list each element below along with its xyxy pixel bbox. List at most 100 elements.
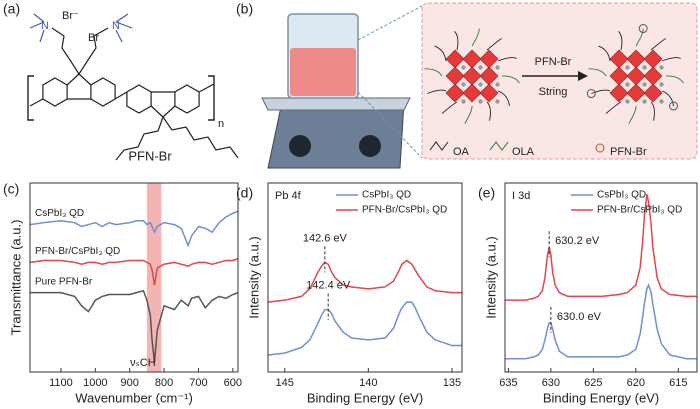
ligand [497, 57, 517, 62]
ring [126, 84, 152, 114]
bond [66, 73, 92, 100]
ligand [628, 105, 637, 124]
solution [290, 48, 356, 96]
knob [359, 135, 381, 157]
atom [495, 99, 500, 104]
atom [625, 99, 630, 104]
alkyl-chain [162, 116, 239, 159]
ligand [434, 45, 447, 62]
ring [42, 77, 68, 107]
atom [625, 82, 630, 87]
y-axis-label: Transmittance (a.u.) [8, 220, 23, 336]
bond [150, 91, 176, 118]
legend-text: CsPbI₃ QD [597, 190, 646, 201]
ligand-ring [586, 89, 596, 99]
legend-text: CsPbI₃ QD [362, 190, 411, 201]
ligand [427, 89, 447, 94]
ring [174, 84, 200, 114]
ligand-ring [638, 24, 648, 34]
x-tick-label: 620 [627, 377, 645, 389]
x-tick-label: 635 [499, 377, 517, 389]
molecule [27, 13, 239, 161]
x-tick-label: 630 [542, 377, 560, 389]
atom-label: Br [88, 32, 99, 44]
panel-label: (c) [3, 181, 19, 197]
reagent-label: PFN-Br [535, 56, 572, 68]
legend-text: PFN-Br/CsPbI₃ QD [362, 205, 447, 216]
alkyl-chain [115, 116, 164, 161]
legend-text: OA [453, 146, 470, 158]
panel-label: (a) [3, 1, 20, 17]
ligand [464, 105, 473, 124]
annotation: νₛCH [130, 357, 156, 369]
ligand [501, 75, 520, 84]
zoom-line [357, 5, 423, 159]
atom [642, 82, 647, 87]
atom [642, 99, 647, 104]
ligand [588, 68, 607, 77]
zoom-box [421, 2, 698, 160]
ligand [486, 38, 503, 51]
ligand [661, 57, 681, 62]
methyl [115, 13, 133, 43]
side-chain [78, 27, 109, 75]
series-label: Pure PFN-Br [35, 276, 93, 287]
ligand [618, 30, 623, 51]
atom [659, 99, 664, 104]
side-chain [51, 27, 80, 75]
x-tick-label: 625 [584, 377, 602, 389]
atom-label: N [112, 20, 120, 32]
spectrum-line [505, 283, 697, 360]
highlight-band [146, 183, 162, 372]
plot-frame [29, 182, 239, 373]
bracket [27, 75, 215, 121]
peak-label: 630.2 eV [555, 235, 600, 247]
hotplate-body [267, 101, 405, 169]
x-tick-label: 800 [155, 377, 173, 389]
atom [478, 65, 483, 70]
ligand [497, 90, 510, 107]
bond [114, 91, 128, 100]
x-tick-label: 900 [121, 377, 139, 389]
crystal-group [424, 24, 684, 124]
plot-frame [504, 182, 698, 373]
series-label: CsPbI₃ QD [35, 208, 84, 219]
series-label: PFN-Br/CsPbI₃ QD [35, 246, 120, 257]
spectrum-line [30, 289, 239, 363]
x-axis-label: Binding Energy (eV) [307, 390, 423, 405]
legend-text: PFN-Br/CsPbI₃ QD [597, 205, 682, 216]
octahedron [609, 83, 629, 103]
atom [478, 99, 483, 104]
plot-frame [267, 182, 463, 373]
y-axis-label: Intensity (a.u.) [246, 236, 261, 318]
atom [625, 65, 630, 70]
panel-label: (d) [236, 185, 253, 201]
spectrum-line [29, 210, 239, 248]
ligand [650, 101, 655, 121]
x-tick-label: 700 [189, 377, 207, 389]
panel-title: I 3d [512, 190, 530, 202]
x-axis-label: Binding Energy (eV) [543, 390, 659, 405]
apparatus [261, 2, 698, 169]
ligand [454, 30, 459, 51]
atom-label: Br⁻ [62, 10, 79, 22]
x-tick-label: 615 [669, 377, 687, 389]
ligand [591, 89, 611, 94]
octahedron [626, 83, 646, 103]
hotplate-top [261, 97, 411, 111]
ligand [650, 38, 667, 51]
x-axis-label: Wavenumber (cm⁻¹) [75, 390, 193, 405]
repeat-label: n [218, 118, 224, 130]
atom [659, 65, 664, 70]
ligand [486, 101, 491, 121]
ligand [471, 28, 480, 47]
legend-text: OLA [512, 146, 535, 158]
process-label: String [539, 86, 568, 98]
ring [90, 77, 116, 107]
ligand [598, 45, 611, 62]
spectrum-line [267, 259, 462, 303]
panel-label: (b) [236, 1, 253, 17]
atom [461, 65, 466, 70]
atom [495, 65, 500, 70]
